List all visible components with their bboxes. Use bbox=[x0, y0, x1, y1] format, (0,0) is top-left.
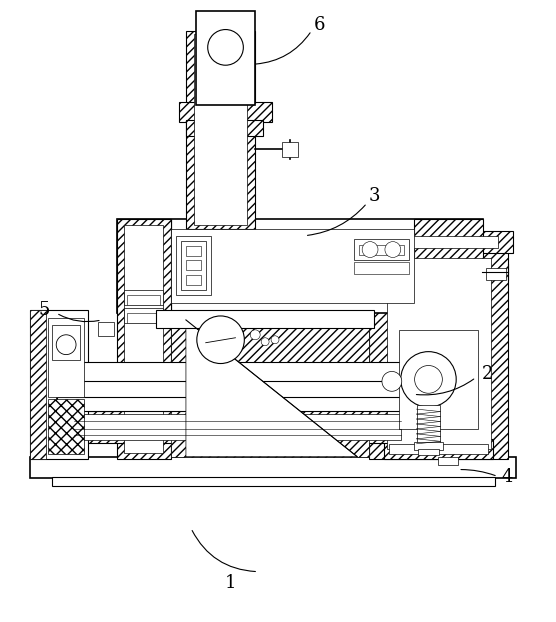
Circle shape bbox=[362, 241, 378, 258]
Bar bbox=[194, 34, 247, 225]
Bar bbox=[57, 361, 419, 381]
Polygon shape bbox=[186, 320, 357, 457]
Circle shape bbox=[385, 241, 401, 258]
Bar bbox=[179, 102, 272, 122]
Bar bbox=[52, 325, 80, 360]
Bar bbox=[127, 313, 160, 323]
Text: 5: 5 bbox=[39, 301, 50, 319]
Circle shape bbox=[56, 335, 76, 355]
Polygon shape bbox=[171, 313, 369, 457]
Bar bbox=[52, 476, 495, 486]
Bar bbox=[98, 322, 113, 336]
Circle shape bbox=[197, 316, 244, 363]
Bar bbox=[359, 231, 513, 253]
Circle shape bbox=[382, 371, 402, 391]
Bar bbox=[186, 276, 201, 285]
Bar bbox=[74, 414, 401, 440]
Bar bbox=[117, 219, 171, 458]
Bar bbox=[196, 11, 255, 105]
Bar bbox=[181, 241, 206, 290]
Bar bbox=[399, 330, 478, 429]
Bar bbox=[384, 439, 493, 458]
Bar bbox=[414, 442, 443, 450]
Bar bbox=[117, 219, 171, 313]
Bar bbox=[48, 399, 84, 453]
Bar bbox=[156, 310, 374, 328]
Bar bbox=[486, 268, 506, 281]
Bar bbox=[57, 397, 419, 411]
Bar bbox=[186, 261, 201, 271]
Circle shape bbox=[401, 351, 456, 407]
Bar bbox=[171, 229, 414, 303]
Bar bbox=[186, 246, 201, 256]
Text: 2: 2 bbox=[482, 366, 494, 383]
Text: 4: 4 bbox=[502, 468, 513, 486]
Polygon shape bbox=[359, 244, 404, 254]
Text: 3: 3 bbox=[368, 187, 380, 205]
Text: 6: 6 bbox=[314, 16, 325, 34]
Bar bbox=[389, 444, 488, 453]
Bar bbox=[418, 448, 439, 455]
Bar bbox=[282, 142, 298, 157]
Bar bbox=[31, 310, 46, 458]
Bar bbox=[354, 262, 409, 274]
Circle shape bbox=[415, 366, 443, 393]
Circle shape bbox=[208, 29, 244, 65]
Bar bbox=[438, 457, 458, 465]
Bar bbox=[31, 310, 88, 458]
Bar bbox=[31, 457, 515, 478]
Text: 1: 1 bbox=[225, 573, 236, 592]
Bar bbox=[369, 249, 508, 458]
Bar bbox=[176, 236, 211, 295]
Bar bbox=[416, 405, 440, 445]
Bar bbox=[123, 225, 163, 453]
Bar bbox=[387, 259, 491, 448]
Bar bbox=[117, 219, 483, 313]
Bar bbox=[57, 379, 419, 399]
Bar bbox=[67, 411, 409, 443]
Bar bbox=[48, 318, 84, 397]
Bar bbox=[354, 239, 409, 261]
Bar bbox=[123, 290, 163, 305]
Circle shape bbox=[250, 330, 260, 340]
Circle shape bbox=[261, 338, 269, 346]
Bar bbox=[186, 30, 255, 229]
Circle shape bbox=[271, 336, 279, 344]
Bar bbox=[186, 119, 263, 136]
Bar bbox=[414, 219, 483, 313]
Bar bbox=[127, 295, 160, 305]
Bar bbox=[374, 236, 498, 248]
Bar bbox=[123, 308, 163, 323]
